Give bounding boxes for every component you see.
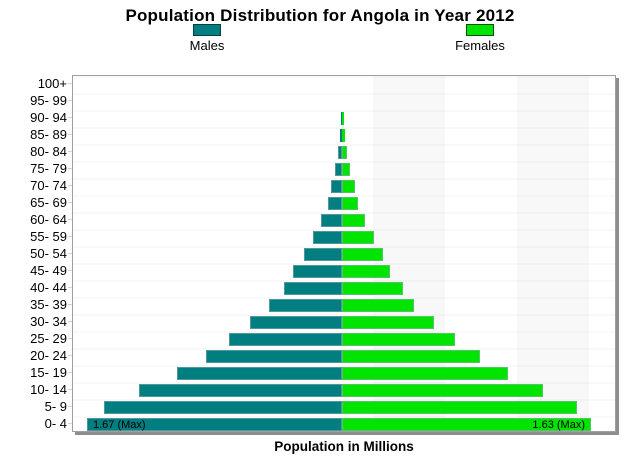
female-bar [342, 265, 390, 278]
female-bar [342, 401, 577, 414]
female-max-label: 1.63 (Max) [532, 419, 585, 431]
axis-tick [68, 185, 72, 186]
male-bar [104, 401, 342, 414]
legend-item-males: Males [162, 24, 252, 53]
female-bar [342, 282, 403, 295]
axis-tick [68, 168, 72, 169]
axis-tick [68, 83, 72, 84]
age-tick-label: 70- 74 [0, 177, 72, 194]
males-legend-label: Males [189, 38, 225, 53]
females-legend-swatch [466, 24, 494, 36]
male-bar [328, 197, 342, 210]
male-bar [250, 316, 342, 329]
chart-title: Population Distribution for Angola in Ye… [125, 6, 515, 25]
axis-tick [68, 321, 72, 322]
x-axis-title: Population in Millions [274, 439, 414, 454]
age-tick-label: 90- 94 [0, 109, 72, 126]
male-bar [304, 248, 342, 261]
axis-tick [68, 117, 72, 118]
male-bar [338, 146, 342, 159]
female-bar [342, 146, 347, 159]
axis-tick [68, 151, 72, 152]
axis-tick [68, 287, 72, 288]
male-bar [335, 163, 342, 176]
male-bar [269, 299, 342, 312]
male-max-label: 1.67 (Max) [93, 419, 146, 431]
axis-tick [68, 219, 72, 220]
age-tick-label: 20- 24 [0, 347, 72, 364]
male-bar [340, 129, 342, 142]
axis-tick [68, 253, 72, 254]
female-bar [342, 197, 358, 210]
male-bar [341, 112, 342, 125]
age-tick-label: 75- 79 [0, 160, 72, 177]
female-bar [342, 129, 345, 142]
age-tick-label: 40- 44 [0, 279, 72, 296]
axis-tick [68, 202, 72, 203]
males-legend-swatch [193, 24, 221, 36]
age-tick-label: 60- 64 [0, 211, 72, 228]
female-bar [342, 299, 414, 312]
female-bar [342, 367, 508, 380]
age-tick-label: 15- 19 [0, 364, 72, 381]
male-bar [313, 231, 342, 244]
male-bar [331, 180, 342, 193]
axis-tick [68, 338, 72, 339]
axis-tick [68, 304, 72, 305]
age-tick-label: 10- 14 [0, 381, 72, 398]
male-bar [321, 214, 342, 227]
age-tick-label: 80- 84 [0, 143, 72, 160]
axis-tick [68, 389, 72, 390]
age-tick-label: 0- 4 [0, 415, 72, 432]
female-bar [342, 214, 365, 227]
females-legend-label: Females [455, 38, 505, 53]
male-bar: 1.67 (Max) [87, 418, 342, 431]
age-tick-label: 30- 34 [0, 313, 72, 330]
male-bar [229, 333, 342, 346]
female-bar: 1.63 (Max) [342, 418, 591, 431]
male-bar [139, 384, 342, 397]
male-bar [284, 282, 342, 295]
female-bar [342, 248, 383, 261]
female-bar [342, 384, 543, 397]
male-bar [293, 265, 342, 278]
female-bar [342, 333, 455, 346]
axis-tick [68, 270, 72, 271]
age-tick-label: 50- 54 [0, 245, 72, 262]
age-tick-label: 45- 49 [0, 262, 72, 279]
axis-tick [68, 100, 72, 101]
female-bar [342, 112, 344, 125]
female-bar [342, 316, 434, 329]
age-tick-label: 55- 59 [0, 228, 72, 245]
male-bar [177, 367, 342, 380]
female-bar [342, 350, 480, 363]
axis-tick [68, 406, 72, 407]
plot-area: 1.67 (Max) 1.63 (Max) [72, 75, 616, 432]
age-tick-label: 35- 39 [0, 296, 72, 313]
legend-item-females: Females [435, 24, 525, 53]
male-bar [206, 350, 342, 363]
age-tick-label: 25- 29 [0, 330, 72, 347]
axis-tick [68, 423, 72, 424]
female-bar [342, 231, 374, 244]
age-tick-label: 5- 9 [0, 398, 72, 415]
axis-tick [68, 372, 72, 373]
axis-tick [68, 236, 72, 237]
age-tick-label: 95- 99 [0, 92, 72, 109]
age-tick-label: 85- 89 [0, 126, 72, 143]
axis-tick [68, 355, 72, 356]
axis-tick [68, 134, 72, 135]
age-tick-label: 100+ [0, 75, 72, 92]
female-bar [342, 163, 350, 176]
female-bar [342, 180, 355, 193]
age-tick-label: 65- 69 [0, 194, 72, 211]
